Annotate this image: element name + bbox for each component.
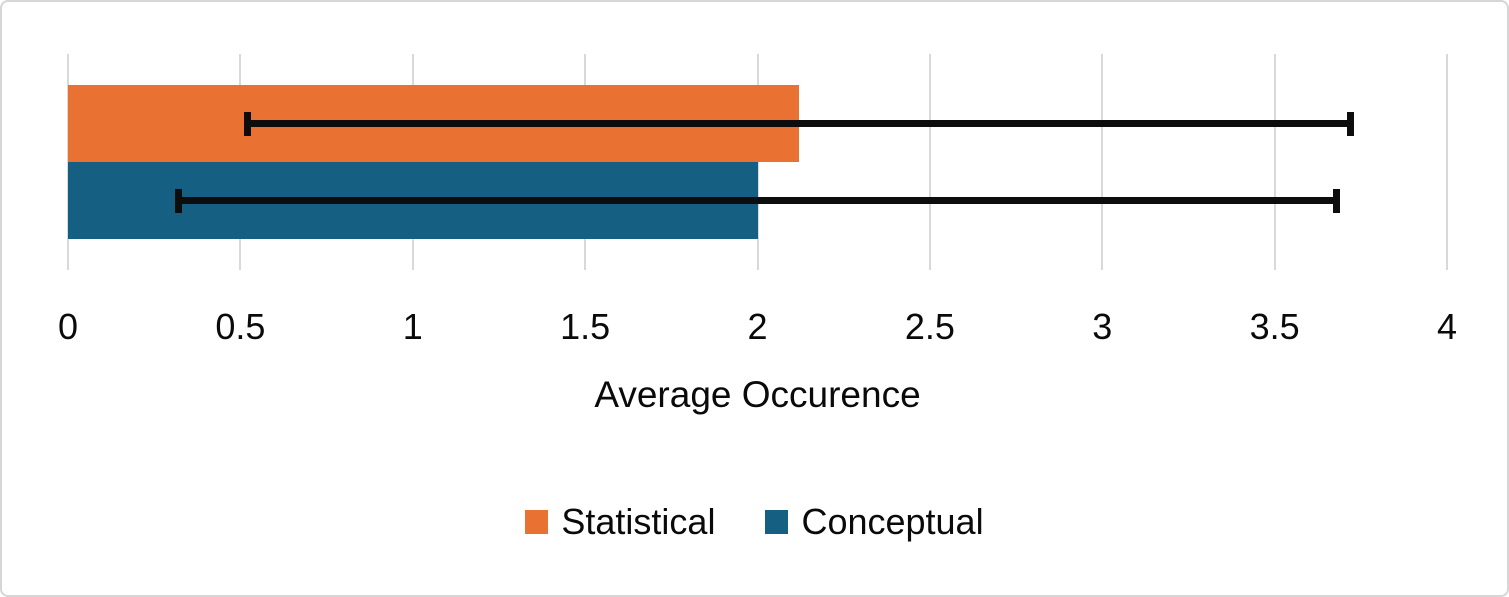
x-tick-label: 3.5 [1249, 306, 1300, 347]
x-tick-label: 2 [747, 306, 768, 347]
x-tick-label: 2.5 [904, 306, 955, 347]
error-cap-high-conceptual [1333, 188, 1341, 213]
x-axis-tick-labels: 0 0.5 1 1.5 2 2.5 3 3.5 4 [58, 305, 1457, 349]
error-cap-high-statistical [1346, 111, 1354, 136]
x-tick-label: 4 [1436, 306, 1458, 347]
legend-item-statistical: Statistical [525, 500, 715, 544]
error-cap-low-conceptual [174, 188, 182, 213]
x-axis-title: Average Occurence [594, 374, 921, 415]
error-cap-low-statistical [243, 111, 251, 136]
legend-swatch-icon [765, 510, 789, 534]
error-bar-conceptual [178, 197, 1337, 204]
x-tick-label: 0 [57, 306, 79, 347]
gridline [1446, 54, 1448, 270]
x-tick-label: 3 [1092, 306, 1113, 347]
gridline [1273, 54, 1276, 270]
x-tick-label: 1.5 [560, 306, 611, 347]
chart-legend: Statistical Conceptual [2, 500, 1507, 544]
error-bar-statistical [247, 120, 1351, 127]
legend-label: Statistical [561, 501, 716, 542]
gridline [1101, 54, 1104, 270]
gridline [756, 54, 759, 270]
gridline [928, 54, 931, 270]
plot-area [67, 54, 1448, 270]
legend-label: Conceptual [801, 501, 984, 542]
x-tick-label: 1 [402, 306, 423, 347]
x-tick-label: 0.5 [215, 306, 266, 347]
legend-item-conceptual: Conceptual [765, 500, 984, 544]
legend-swatch-icon [525, 510, 549, 534]
